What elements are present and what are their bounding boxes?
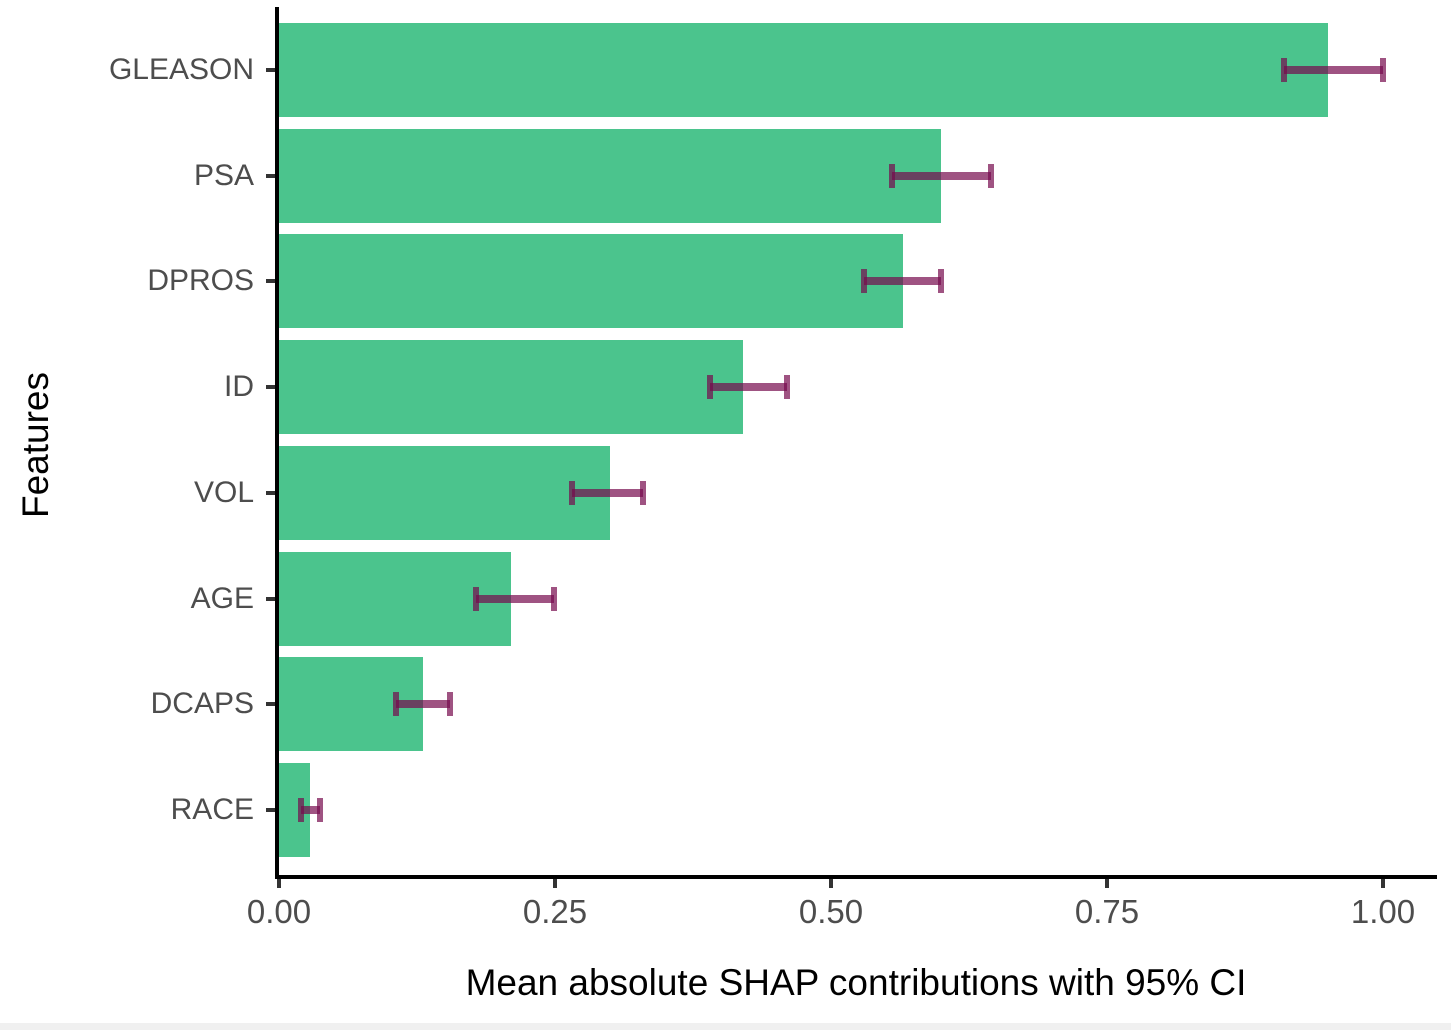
x-axis-title: Mean absolute SHAP contributions with 95… [465,962,1247,1003]
error-bar-cap-high-gleason [1380,58,1386,82]
error-bar-vol [571,488,644,497]
error-bar-cap-high-id [783,375,790,400]
error-bar-cap-low-vol [568,480,575,505]
error-bar-cap-high-dpros [938,269,945,294]
error-bar-gleason [1283,66,1383,74]
x-tick-label-1.00: 1.00 [1350,893,1416,930]
error-bar-cap-high-dcaps [447,692,454,717]
x-tick-mark [829,879,833,888]
y-tick-label-age: AGE [190,581,254,615]
error-bar-psa [891,171,992,180]
y-tick-label-dcaps: DCAPS [150,687,254,721]
y-tick-mark [266,490,275,495]
error-bar-cap-low-dcaps [393,692,400,717]
bottom-strip-divider [0,1023,1451,1030]
y-tick-label-vol: VOL [193,475,254,509]
error-bar-cap-high-psa [988,163,995,188]
y-tick-label-gleason: GLEASON [108,53,254,86]
y-tick-label-dpros: DPROS [147,264,254,298]
error-bar-cap-low-dpros [861,269,868,294]
error-bar-cap-low-age [472,586,479,611]
bar-id [279,340,743,435]
y-axis-title: Features [15,372,56,519]
error-bar-cap-low-race [298,797,305,822]
y-tick-mark [266,173,275,178]
x-tick-label-0.50: 0.50 [798,893,864,930]
error-bar-cap-low-gleason [1280,58,1287,82]
bar-gleason [279,23,1328,117]
y-tick-mark [266,596,275,601]
error-bar-cap-high-race [316,797,323,822]
bar-dpros [279,234,903,329]
x-tick-mark [277,879,281,888]
error-bar-id [709,383,787,392]
error-bar-cap-low-psa [888,163,895,188]
error-bar-race [301,805,320,814]
y-tick-label-race: RACE [170,792,254,826]
y-tick-mark [266,68,275,72]
x-tick-mark [1105,879,1109,888]
error-bar-age [475,594,554,603]
y-tick-label-psa: PSA [193,158,254,192]
x-tick-mark [553,879,557,888]
x-tick-label-0.25: 0.25 [522,893,588,930]
error-bar-dcaps [396,700,451,709]
error-bar-cap-low-id [706,375,713,400]
y-tick-label-id: ID [224,370,254,404]
bar-vol [279,445,611,540]
x-tick-label-0.00: 0.00 [246,893,312,930]
y-tick-mark [266,279,275,284]
error-bar-cap-high-vol [640,480,647,505]
error-bar-cap-high-age [550,586,557,611]
error-bar-dpros [864,277,942,286]
y-tick-mark [266,385,275,390]
bar-psa [279,128,942,223]
x-tick-label-0.75: 0.75 [1074,893,1140,930]
bar-age [279,551,511,646]
plot-panel [275,7,1437,879]
x-tick-mark [1381,879,1385,888]
y-tick-mark [266,702,275,707]
y-tick-mark [266,807,275,812]
